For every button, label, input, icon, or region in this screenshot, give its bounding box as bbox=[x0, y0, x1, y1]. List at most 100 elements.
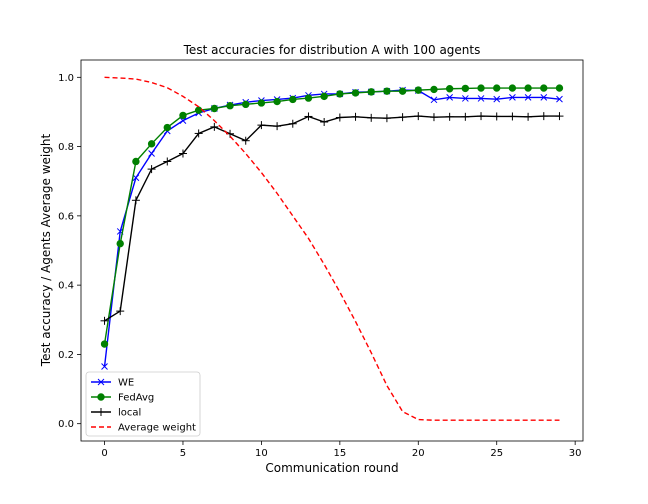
data-point-fedavg bbox=[226, 102, 234, 110]
series-average-weight bbox=[104, 76, 560, 421]
legend-entry-local: local bbox=[91, 408, 141, 419]
data-point-we bbox=[461, 95, 469, 102]
y-tick-label: 0.8 bbox=[58, 142, 74, 153]
x-tick-label: 0 bbox=[101, 448, 107, 459]
data-point-local bbox=[555, 112, 564, 121]
x-tick-label: 10 bbox=[255, 448, 268, 459]
legend-marker bbox=[97, 408, 105, 416]
legend-label: local bbox=[118, 408, 141, 419]
data-point-fedavg bbox=[210, 104, 219, 113]
data-point-local bbox=[100, 316, 109, 325]
data-point-we bbox=[430, 96, 438, 104]
series-line-we bbox=[103, 89, 560, 367]
data-point-local bbox=[508, 112, 517, 121]
data-point-local bbox=[273, 122, 282, 131]
data-point-local bbox=[178, 149, 187, 158]
legend-entry-fedavg: FedAvg bbox=[91, 393, 154, 404]
data-point-fedavg bbox=[524, 84, 532, 92]
data-point-fedavg bbox=[477, 84, 485, 92]
data-point-fedavg bbox=[257, 99, 266, 107]
data-point-fedavg bbox=[100, 340, 109, 348]
y-tick-label: 0.0 bbox=[58, 419, 74, 430]
data-point-fedavg bbox=[493, 84, 501, 92]
data-point-fedavg bbox=[147, 140, 156, 148]
x-tick-label: 30 bbox=[569, 448, 582, 459]
data-point-local bbox=[163, 157, 172, 166]
data-point-local bbox=[210, 122, 219, 131]
data-point-fedavg bbox=[461, 84, 470, 93]
data-point-local bbox=[241, 136, 250, 145]
data-point-we bbox=[540, 94, 548, 101]
legend-marker bbox=[97, 378, 105, 386]
x-tick-label: 20 bbox=[412, 448, 425, 459]
data-point-we bbox=[446, 94, 454, 101]
data-point-we bbox=[493, 95, 501, 103]
data-point-local bbox=[492, 112, 501, 121]
data-point-local bbox=[351, 112, 360, 121]
y-tick-label: 0.4 bbox=[58, 281, 74, 292]
data-point-local bbox=[304, 112, 313, 121]
series-layer bbox=[100, 76, 564, 421]
legend-label: FedAvg bbox=[118, 393, 154, 404]
data-point-local bbox=[320, 117, 329, 126]
data-point-fedavg bbox=[351, 89, 360, 97]
legend: WE FedAvg local Average weight bbox=[85, 371, 201, 437]
series-local bbox=[100, 112, 564, 325]
legend-box bbox=[85, 371, 201, 437]
data-point-fedavg bbox=[508, 84, 517, 92]
data-point-we bbox=[524, 94, 532, 101]
legend-entry-we: WE bbox=[91, 378, 134, 389]
data-point-we bbox=[556, 95, 563, 103]
data-point-fedavg bbox=[367, 88, 375, 96]
y-axis-label: Test accuracy / Agents Average weight bbox=[39, 134, 53, 368]
y-tick-label: 0.2 bbox=[58, 350, 74, 361]
data-point-local bbox=[288, 119, 297, 128]
y-tick-label: 0.6 bbox=[58, 211, 74, 222]
data-point-fedavg bbox=[414, 86, 422, 94]
data-point-fedavg bbox=[163, 123, 171, 132]
data-point-local bbox=[335, 113, 344, 122]
data-point-local bbox=[461, 112, 470, 121]
data-point-we bbox=[509, 94, 516, 101]
data-point-local bbox=[539, 112, 548, 121]
data-point-fedavg bbox=[116, 239, 124, 248]
x-tick-label: 15 bbox=[333, 448, 346, 459]
y-tick-label: 1.0 bbox=[58, 73, 74, 84]
data-point-local bbox=[414, 112, 423, 121]
legend-label: WE bbox=[118, 378, 134, 389]
data-point-local bbox=[116, 307, 125, 316]
data-point-local bbox=[147, 165, 156, 174]
data-point-we bbox=[132, 174, 140, 182]
data-point-fedavg bbox=[336, 90, 344, 98]
data-point-fedavg bbox=[242, 100, 250, 109]
data-point-fedavg bbox=[320, 92, 328, 101]
data-point-we bbox=[179, 117, 187, 124]
chart-title: Test accuracies for distribution A with … bbox=[183, 43, 481, 57]
x-tick-label: 25 bbox=[490, 448, 503, 459]
data-point-fedavg bbox=[383, 87, 391, 95]
legend-marker bbox=[97, 393, 105, 401]
series-fedavg bbox=[100, 84, 564, 348]
data-point-fedavg bbox=[194, 106, 203, 114]
data-point-fedavg bbox=[179, 111, 187, 120]
data-point-local bbox=[382, 114, 391, 123]
data-point-fedavg bbox=[273, 97, 281, 106]
data-point-fedavg bbox=[430, 85, 438, 94]
data-point-local bbox=[367, 113, 376, 122]
data-point-fedavg bbox=[289, 95, 297, 104]
data-point-local bbox=[477, 112, 486, 121]
data-point-local bbox=[429, 113, 438, 122]
data-point-local bbox=[445, 112, 454, 121]
legend-label: Average weight bbox=[118, 423, 196, 434]
data-point-local bbox=[257, 121, 266, 130]
y-axis: 0.0 0.2 0.4 0.6 0.8 1.0 bbox=[58, 73, 81, 430]
data-point-fedavg bbox=[304, 94, 313, 102]
data-point-local bbox=[194, 129, 203, 138]
data-point-fedavg bbox=[132, 157, 140, 166]
x-axis-label: Communication round bbox=[265, 461, 398, 475]
data-point-we bbox=[148, 150, 155, 157]
x-axis: 0 5 10 15 20 25 30 bbox=[101, 441, 582, 459]
data-point-fedavg bbox=[540, 84, 548, 92]
data-point-local bbox=[524, 112, 533, 121]
